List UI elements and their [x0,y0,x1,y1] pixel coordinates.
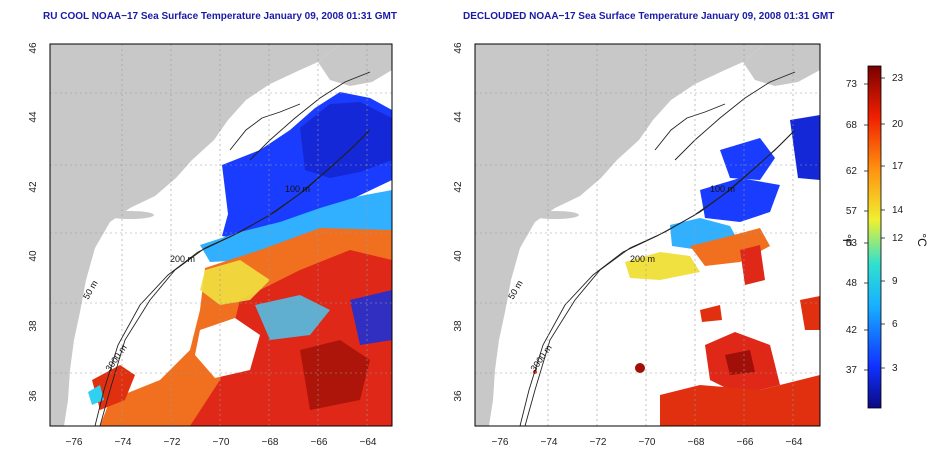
colorbar-unit-fahrenheit: °F [840,234,854,246]
lon-tick-72: −72 [590,437,607,448]
lon-tick-64: −64 [360,437,377,448]
lat-tick-44: 44 [453,111,464,123]
gridlines [50,44,392,426]
c-tick: 12 [892,233,904,244]
lon-tick-66: −66 [737,437,754,448]
f-tick: 57 [846,206,858,217]
c-tick: 6 [892,319,898,330]
bathymetry-contours [519,71,796,426]
f-tick: 42 [846,325,858,336]
lat-tick-42: 42 [453,181,464,193]
lat-tick-42: 42 [28,181,39,193]
right-map-frame [474,43,821,427]
lon-tick-70: −70 [639,437,656,448]
right-panel-title: DECLOUDED NOAA−17 Sea Surface Temperatur… [463,11,835,22]
lat-tick-40: 40 [28,250,39,262]
lat-tick-38: 38 [453,320,464,332]
c-tick: 3 [892,363,898,374]
left-lon-axis: −76 −74 −72 −70 −68 −66 −64 [66,437,377,448]
f-tick: 48 [846,278,858,289]
right-lat-axis: 36 38 40 42 44 46 [453,42,464,402]
lat-tick-46: 46 [453,42,464,54]
left-map-frame [49,43,393,427]
c-tick: 23 [892,73,904,84]
lat-tick-44: 44 [28,111,39,123]
contour-label-200m: 200 m [630,254,655,264]
f-tick: 53 [846,238,858,249]
lon-tick-68: −68 [262,437,279,448]
land-nova-scotia [318,44,392,86]
f-tick: 62 [846,166,858,177]
contour-label-100m: 100 m [285,184,310,194]
sst-field [88,92,392,426]
left-map: 50 m 200 m 3000 m 100 m [50,44,392,426]
lon-tick-64: −64 [786,437,803,448]
lon-tick-74: −74 [115,437,132,448]
right-lon-axis: −76 −74 −72 −70 −68 −66 −64 [492,437,803,448]
f-tick: 37 [846,365,858,376]
colorbar-c-ticks: 23 20 17 14 12 9 6 3 [892,73,904,374]
lon-tick-76: −76 [66,437,83,448]
c-tick: 17 [892,161,904,172]
land-mass [475,44,765,426]
f-tick: 68 [846,120,858,131]
colorbar-f-ticks: 73 68 62 57 53 48 42 37 [846,79,858,376]
land-mass [50,44,340,426]
contour-label-200m: 200 m [170,254,195,264]
contour-label-100m: 100 m [710,184,735,194]
lon-tick-66: −66 [311,437,328,448]
left-panel-title: RU COOL NOAA−17 Sea Surface Temperature … [43,11,397,22]
f-tick: 73 [846,79,858,90]
lon-tick-76: −76 [492,437,509,448]
c-tick: 9 [892,276,898,287]
c-tick: 14 [892,205,904,216]
lon-tick-68: −68 [688,437,705,448]
lat-tick-46: 46 [28,42,39,54]
lon-tick-72: −72 [164,437,181,448]
long-island [531,211,579,219]
right-map: 50 m 200 m 3000 m 100 m [475,44,820,426]
c-tick: 20 [892,119,904,130]
colorbar: 73 68 62 57 53 48 42 37 23 20 17 14 12 9… [840,65,929,409]
colorbar-gradient [867,65,882,409]
left-lat-axis: 36 38 40 42 44 46 [28,42,39,402]
lat-tick-36: 36 [28,390,39,402]
colorbar-unit-celsius: °C [915,233,929,247]
land-nova-scotia [743,44,820,86]
lon-tick-74: −74 [541,437,558,448]
gridlines [475,44,820,426]
bathymetry-contours [94,71,371,426]
long-island [106,211,154,219]
lon-tick-70: −70 [213,437,230,448]
lat-tick-40: 40 [453,250,464,262]
sst-field [533,115,820,426]
lat-tick-36: 36 [453,390,464,402]
lat-tick-38: 38 [28,320,39,332]
colorbar-tick-marks [864,77,885,371]
